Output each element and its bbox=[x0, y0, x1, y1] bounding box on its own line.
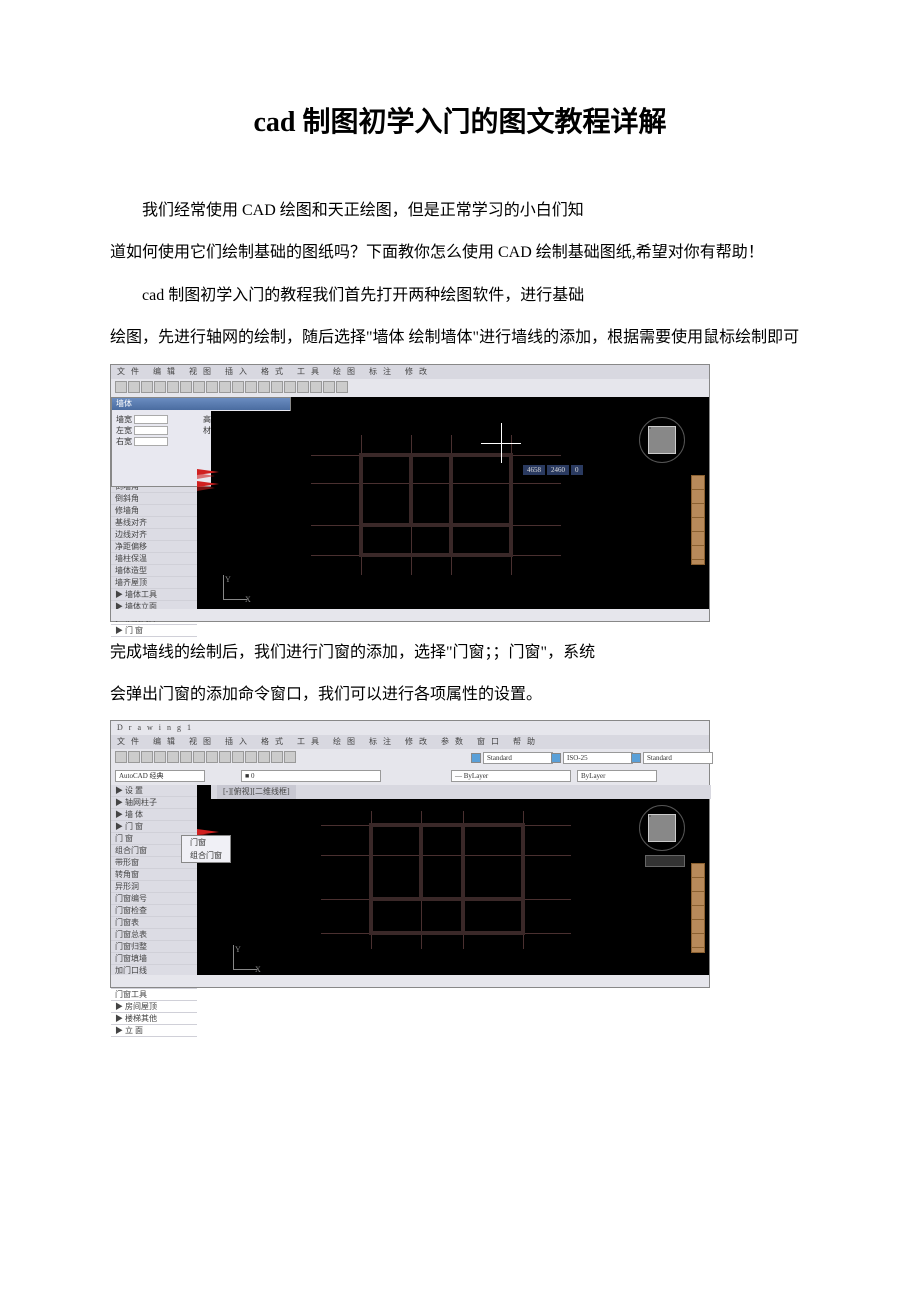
panel-item[interactable]: 倒斜角 bbox=[111, 493, 197, 505]
panel-item[interactable]: 修墙角 bbox=[111, 505, 197, 517]
panel-item[interactable]: 墙齐屋顶 bbox=[111, 577, 197, 589]
view-tab[interactable]: [-][俯视][二维线框] bbox=[211, 785, 711, 799]
coord-tooltip: 465824600 bbox=[523, 465, 583, 475]
panel-item[interactable]: ▶ 门 窗 bbox=[111, 821, 197, 833]
screenshot-2: Drawing1文件 编辑 视图 插入 格式 工具 绘图 标注 修改 参数 窗口… bbox=[110, 720, 710, 988]
nav-bar[interactable] bbox=[691, 475, 705, 565]
panel-item[interactable]: ▶ 楼梯其他 bbox=[111, 1013, 197, 1025]
drawing-canvas[interactable] bbox=[211, 411, 695, 609]
paragraph-5: 完成墙线的绘制后，我们进行门窗的添加，选择"门窗；；门窗"，系统 bbox=[110, 634, 810, 672]
panel-item[interactable]: 基线对齐 bbox=[111, 517, 197, 529]
panel-item[interactable]: ▶ 门 窗 bbox=[111, 625, 197, 637]
paragraph-2: 道如何使用它们绘制基础的图纸吗？下面教你怎么使用 CAD 绘制基础图纸,希望对你… bbox=[110, 234, 810, 272]
page-title: cad 制图初学入门的图文教程详解 bbox=[110, 100, 810, 140]
panel-item[interactable]: ▶ 立 面 bbox=[111, 1025, 197, 1037]
dropdown[interactable]: ByLayer bbox=[577, 770, 657, 782]
panel-item[interactable]: 边线对齐 bbox=[111, 529, 197, 541]
panel-item[interactable]: ▶ 设 置 bbox=[111, 785, 197, 797]
panel-item[interactable]: 门窗表 bbox=[111, 917, 197, 929]
style-dropdown[interactable]: Standard bbox=[643, 752, 713, 764]
side-panel[interactable]: ▶ 设 置▶ 轴网柱子▶ 墙 体▶ 门 窗 门 窗 组合门窗 带形窗 转角窗 异… bbox=[111, 785, 197, 977]
nav-bar[interactable] bbox=[691, 863, 705, 953]
style-dropdown[interactable]: Standard bbox=[483, 752, 553, 764]
dropdown[interactable]: — ByLayer bbox=[451, 770, 571, 782]
panel-item[interactable]: ▶ 墙体工具 bbox=[111, 589, 197, 601]
context-menu[interactable]: 门窗组合门窗 bbox=[181, 835, 231, 863]
panel-item[interactable]: 门窗归整 bbox=[111, 941, 197, 953]
toolbar[interactable] bbox=[111, 379, 709, 397]
home-button[interactable] bbox=[645, 855, 685, 867]
panel-item[interactable]: 净距偏移 bbox=[111, 541, 197, 553]
panel-item[interactable]: ▶ 房间屋顶 bbox=[111, 1001, 197, 1013]
screenshot-1: 文件 编辑 视图 插入 格式 工具 绘图 标注 修改设 置▶ 轴网柱子▶ 墙 体… bbox=[110, 364, 710, 622]
panel-item[interactable]: 门窗编号 bbox=[111, 893, 197, 905]
dropdown[interactable]: ■ 0 bbox=[241, 770, 381, 782]
panel-item[interactable]: 门窗工具 bbox=[111, 989, 197, 1001]
panel-item[interactable]: 门窗检查 bbox=[111, 905, 197, 917]
paragraph-4: 绘图，先进行轴网的绘制，随后选择"墙体 绘制墙体"进行墙线的添加，根据需要使用鼠… bbox=[110, 319, 810, 357]
panel-item[interactable]: 异形洞 bbox=[111, 881, 197, 893]
menu-item[interactable]: 门窗 bbox=[182, 836, 230, 849]
menubar[interactable]: 文件 编辑 视图 插入 格式 工具 绘图 标注 修改 参数 窗口 帮助 bbox=[111, 735, 709, 749]
style-dropdown[interactable]: ISO-25 bbox=[563, 752, 633, 764]
panel-item[interactable]: ▶ 墙 体 bbox=[111, 809, 197, 821]
menubar[interactable]: 文件 编辑 视图 插入 格式 工具 绘图 标注 修改 bbox=[111, 365, 709, 379]
paragraph-1: 我们经常使用 CAD 绘图和天正绘图，但是正常学习的小白们知 bbox=[110, 192, 810, 230]
viewcube[interactable] bbox=[639, 805, 685, 851]
panel-item[interactable]: 转角窗 bbox=[111, 869, 197, 881]
layer-toolbar[interactable]: AutoCAD 经典 ■ 0 — ByLayer ByLayer bbox=[111, 767, 709, 785]
panel-item[interactable]: 门窗填墙 bbox=[111, 953, 197, 965]
menu-item[interactable]: 组合门窗 bbox=[182, 849, 230, 862]
paragraph-3: cad 制图初学入门的教程我们首先打开两种绘图软件，进行基础 bbox=[110, 277, 810, 315]
panel-item[interactable]: ▶ 轴网柱子 bbox=[111, 797, 197, 809]
panel-item[interactable]: 门窗总表 bbox=[111, 929, 197, 941]
panel-item[interactable]: 墙体造型 bbox=[111, 565, 197, 577]
dropdown[interactable]: AutoCAD 经典 bbox=[115, 770, 205, 782]
paragraph-6: 会弹出门窗的添加命令窗口，我们可以进行各项属性的设置。 bbox=[110, 676, 810, 714]
toolbar[interactable]: StandardISO-25Standard bbox=[111, 749, 709, 767]
panel-item[interactable]: 墙柱保温 bbox=[111, 553, 197, 565]
viewcube[interactable] bbox=[639, 417, 685, 463]
